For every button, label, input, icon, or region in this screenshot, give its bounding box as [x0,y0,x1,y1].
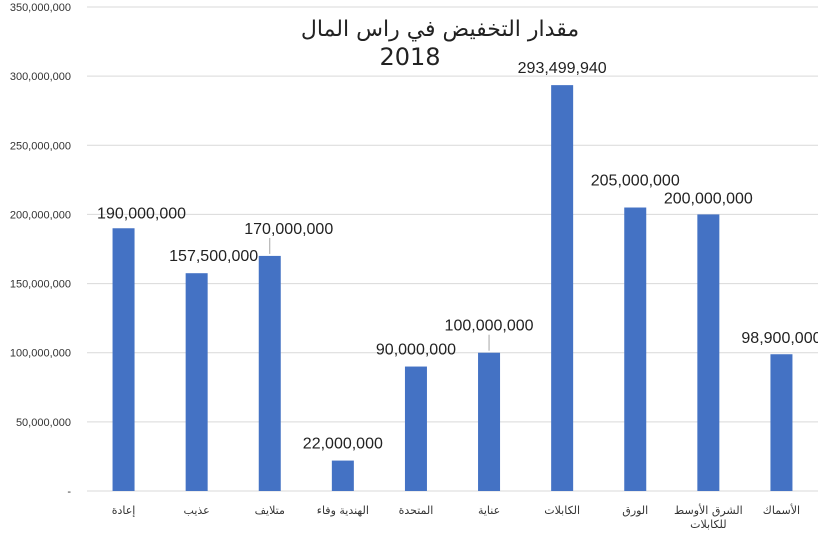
y-tick-label: 300,000,000 [10,71,71,83]
leader-lines [269,237,490,351]
category-label: للكابلات [690,518,726,531]
category-label: الورق [622,504,648,517]
bar [331,460,354,491]
bar [770,354,793,491]
data-label: 98,900,000 [741,330,818,347]
bar [478,352,501,491]
data-label: 157,500,000 [169,248,258,265]
bars [112,85,793,492]
bar [404,366,427,491]
category-label: الأسماك [763,503,800,517]
data-label: 22,000,000 [303,436,383,453]
bar [112,228,135,491]
y-tick-label: 200,000,000 [10,209,71,221]
chart-title: مقدار التخفيض في راس المال [301,17,579,42]
category-label: الهندية وفاء [317,504,369,517]
data-labels: 190,000,000 157,500,000 170,000,000 22,000,… [97,60,818,452]
data-label: 190,000,000 [97,205,186,222]
data-label: 200,000,000 [664,190,753,207]
data-label: 205,000,000 [591,173,680,190]
x-axis-categories: إعادة عذيب متلايف الهندية وفاء المتحدة عناية ا… [112,503,800,531]
bar [258,255,281,491]
category-label: عذيب [184,504,210,517]
data-label: 293,499,940 [518,60,607,77]
category-label: إعادة [112,504,136,517]
y-axis-ticks: - 50,000,000 100,000,000 150,000,000 200,000… [10,2,72,498]
bar [185,273,208,491]
y-tick-label: 150,000,000 [10,279,71,291]
category-label: الشرق الأوسط [674,503,743,517]
bar [624,207,647,491]
category-label: الكابلات [544,504,580,517]
data-label: 170,000,000 [244,221,333,238]
y-tick-label: 100,000,000 [10,348,71,360]
y-tick-label: 350,000,000 [10,2,71,14]
bar [697,214,720,491]
chart-subtitle: 2018 [379,43,440,71]
data-label: 90,000,000 [376,342,456,359]
bar [551,85,574,492]
gridlines [87,6,818,492]
y-tick-label: 250,000,000 [10,140,71,152]
data-label: 100,000,000 [445,318,534,335]
category-label: المتحدة [399,504,434,517]
y-tick-label: - [67,486,71,498]
y-tick-label: 50,000,000 [16,417,71,429]
category-label: متلايف [255,504,285,517]
category-label: عناية [478,504,500,517]
